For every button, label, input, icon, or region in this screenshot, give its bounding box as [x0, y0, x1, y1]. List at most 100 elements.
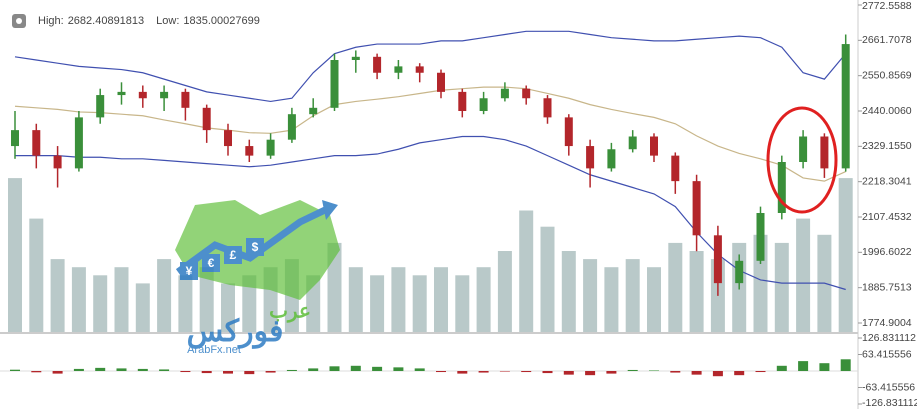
annotation-circle: [766, 106, 838, 214]
macd-bar: [223, 371, 233, 374]
macd-bar: [649, 370, 659, 371]
candle-body: [799, 136, 808, 163]
macd-bar: [265, 371, 276, 373]
candle-body: [564, 117, 573, 147]
candle-body: [309, 107, 318, 115]
candle-body: [458, 91, 467, 112]
candle-body: [245, 146, 254, 156]
macd-bar: [393, 367, 404, 371]
volume-bar: [625, 259, 640, 332]
volume-bar: [242, 275, 257, 332]
candle-body: [713, 235, 722, 284]
logo-arabic-main: فوركس: [187, 315, 284, 349]
stat-value: 2682.40891813: [68, 15, 144, 27]
candle-body: [74, 117, 83, 169]
candle-body: [671, 155, 680, 182]
volume-bar: [455, 275, 470, 332]
volume-bar: [8, 178, 22, 332]
band-line: [15, 135, 846, 291]
volume-bar: [221, 283, 235, 332]
stat-value: 1835.00027699: [183, 15, 259, 27]
volume-bar: [583, 259, 598, 332]
macd-bar: [350, 365, 361, 371]
y2-tick-label: -63.415556: [862, 381, 915, 393]
macd-bar: [244, 371, 255, 375]
candle-body: [522, 88, 531, 99]
macd-bar: [31, 371, 42, 373]
y2-tick-label: -126.831112: [862, 397, 917, 409]
volume-bar: [561, 251, 576, 332]
candle-body: [117, 91, 126, 96]
volume-bar: [604, 267, 619, 332]
macd-bar: [521, 371, 532, 373]
volume-bar: [476, 267, 491, 332]
y-tick-label: 2218.3041: [862, 175, 912, 187]
macd-bar: [478, 371, 489, 373]
volume-bar: [93, 275, 108, 332]
macd-bar: [712, 371, 723, 377]
macd-bar: [10, 369, 20, 371]
y-tick-label: 1996.6022: [862, 246, 912, 258]
macd-bar: [585, 371, 596, 376]
logo-arabic-top: عرب: [269, 300, 311, 323]
candle-body: [820, 136, 829, 169]
band-line: [14, 30, 847, 103]
candle-body: [756, 213, 765, 261]
y-tick-label: 2329.1550: [862, 140, 912, 152]
candle-body: [543, 98, 552, 118]
logo-symbol: €: [208, 256, 215, 270]
volume-bar: [689, 251, 704, 332]
candle-body: [11, 130, 19, 147]
macd-bar: [95, 367, 106, 371]
macd-bar: [840, 359, 851, 371]
macd-bar: [691, 371, 702, 375]
volume-bar: [838, 178, 853, 332]
macd-bar: [159, 369, 170, 371]
candle-body: [735, 260, 744, 284]
y-tick-label: 2550.8569: [862, 69, 912, 81]
candle-body: [841, 44, 850, 169]
volume-bar: [668, 242, 683, 332]
volume-bar: [327, 242, 342, 332]
macd-bar: [137, 368, 148, 371]
volume-bar: [348, 267, 363, 332]
volume-bar: [647, 267, 661, 332]
macd-bar: [563, 371, 574, 375]
volume-bar: [199, 267, 214, 332]
candle-body: [287, 114, 296, 140]
candle-body: [32, 130, 41, 156]
candle-body: [586, 146, 595, 169]
macd-bar: [201, 371, 212, 374]
candle-body: [96, 95, 105, 118]
candle-body: [266, 139, 275, 156]
candle-body: [138, 91, 147, 99]
volume-bar: [50, 259, 65, 332]
candle-body: [628, 136, 637, 150]
macd-bar: [457, 371, 468, 374]
logo-symbol: ¥: [186, 264, 193, 278]
candle-body: [330, 60, 339, 108]
volume-bar: [71, 267, 86, 332]
logo-symbol: $: [252, 240, 259, 254]
volume-bar: [114, 267, 129, 332]
y-tick-label: 2661.7078: [862, 34, 912, 46]
macd-bar: [542, 371, 553, 374]
logo-symbol-box: [224, 246, 242, 264]
y-tick-label: 2107.4532: [862, 211, 912, 223]
y-tick-label: 1885.7513: [862, 281, 912, 293]
band-line: [14, 86, 846, 182]
macd-bar: [819, 363, 830, 371]
logo-symbol: £: [230, 248, 237, 262]
candle-body: [224, 130, 232, 147]
candle-body: [181, 91, 190, 108]
volume-bar: [391, 267, 406, 332]
volume-bar: [157, 259, 172, 332]
header: [12, 14, 26, 28]
candle-body: [607, 149, 616, 169]
candle-body: [351, 56, 360, 61]
macd-bar: [627, 369, 638, 371]
volume-bar: [370, 275, 385, 332]
